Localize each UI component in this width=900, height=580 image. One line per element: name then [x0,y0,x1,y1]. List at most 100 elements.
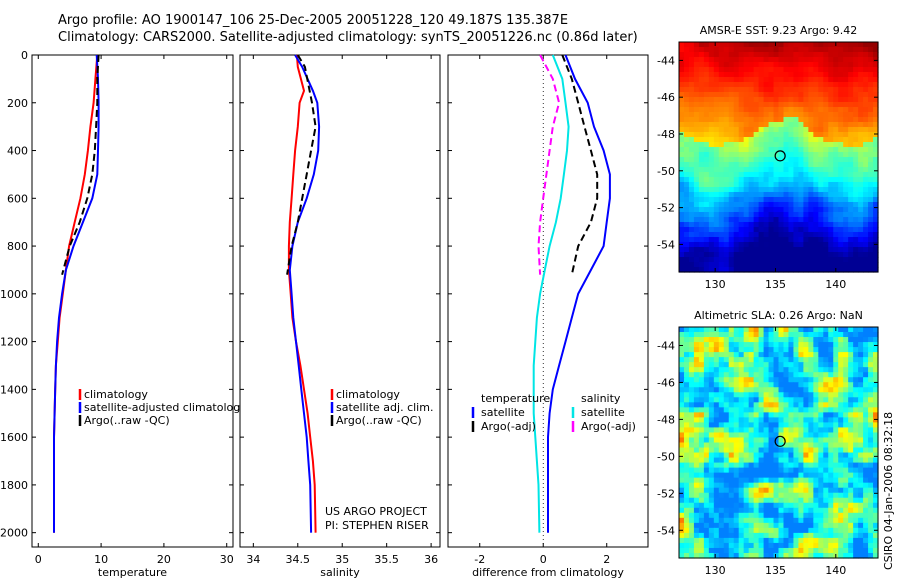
map-cell [679,487,685,494]
map-cell [698,552,705,559]
map-cell [778,502,785,509]
map-cell [818,207,824,213]
map-cell [813,92,819,98]
map-cell [679,182,685,188]
map-cell [743,117,750,123]
map-cell [723,512,730,519]
map-cell [683,262,690,268]
map-cell [798,532,804,539]
map-cell [708,397,715,403]
map-cell [798,352,804,358]
map-cell [833,512,839,519]
map-cell [873,327,879,333]
map-cell [798,337,804,343]
map-cell [853,537,859,544]
map-cell [853,112,859,118]
map-cell [858,417,864,424]
map-cell [723,347,730,353]
map-cell [858,522,864,529]
map-cell [733,197,740,203]
map-cell [758,367,765,373]
map-cell [848,182,854,188]
map-cell [843,457,849,464]
map-cell [868,87,874,93]
map-cell [713,422,720,429]
map-cell [848,172,854,178]
map-cell [823,442,829,449]
map-cell [703,222,710,228]
map-cell [778,67,785,73]
map-cell [728,482,735,489]
map-cell [723,342,730,348]
map-cell [868,472,874,479]
map-cell [758,237,765,243]
map-cell [813,187,819,193]
map-cell [708,417,715,424]
map-cell [833,102,839,108]
map-cell [758,227,765,233]
map-cell [733,222,740,228]
map-cell [763,392,770,398]
map-cell [848,187,854,193]
map-cell [758,152,765,158]
map-cell [768,197,775,203]
map-cell [738,122,745,128]
map-cell [693,392,700,398]
map-cell [818,257,824,263]
map-cell [873,452,879,459]
map-cell [848,397,854,403]
map-cell [748,177,755,183]
map-cell [688,442,695,449]
map-cell [753,532,760,539]
map-cell [728,92,735,98]
map-cell [798,212,804,218]
map-cell [838,47,844,53]
map-cell [773,122,780,128]
map-cell [713,412,720,418]
map-cell [858,132,864,138]
map-cell [718,507,725,514]
map-cell [738,177,745,183]
map-cell [713,177,720,183]
map-cell [833,452,839,459]
map-cell [733,457,740,464]
map-cell [753,467,760,474]
map-cell [788,82,795,88]
map-cell [793,172,799,178]
map-cell [868,387,874,393]
map-cell [763,47,770,53]
map-cell [858,207,864,213]
legend-entry: satellite-adjusted climatology [84,401,247,414]
map-cell [868,252,874,258]
map-cell [808,407,814,413]
map-cell [783,352,790,358]
map-cell [788,247,795,253]
map-cell [718,117,725,123]
map-cell [723,157,730,163]
map-cell [868,137,874,143]
map-cell [818,172,824,178]
map-cell [738,72,745,78]
map-cell [863,497,869,504]
map-cell [858,267,864,273]
map-cell [813,177,819,183]
map-cell [679,102,685,108]
map-cell [808,357,814,363]
map-cell [808,227,814,233]
map-cell [713,207,720,213]
map-cell [693,217,700,223]
map-cell [703,72,710,78]
map-cell [703,382,710,388]
map-cell [813,472,819,479]
map-cell [743,207,750,213]
map-cell [733,247,740,253]
map-cell [753,507,760,514]
map-cell [718,92,725,98]
map-cell [858,427,864,434]
map-cell [753,522,760,529]
map-cell [758,192,765,198]
map-cell [853,257,859,263]
map-cell [743,522,750,529]
map-cell [688,92,695,98]
map-cell [728,197,735,203]
